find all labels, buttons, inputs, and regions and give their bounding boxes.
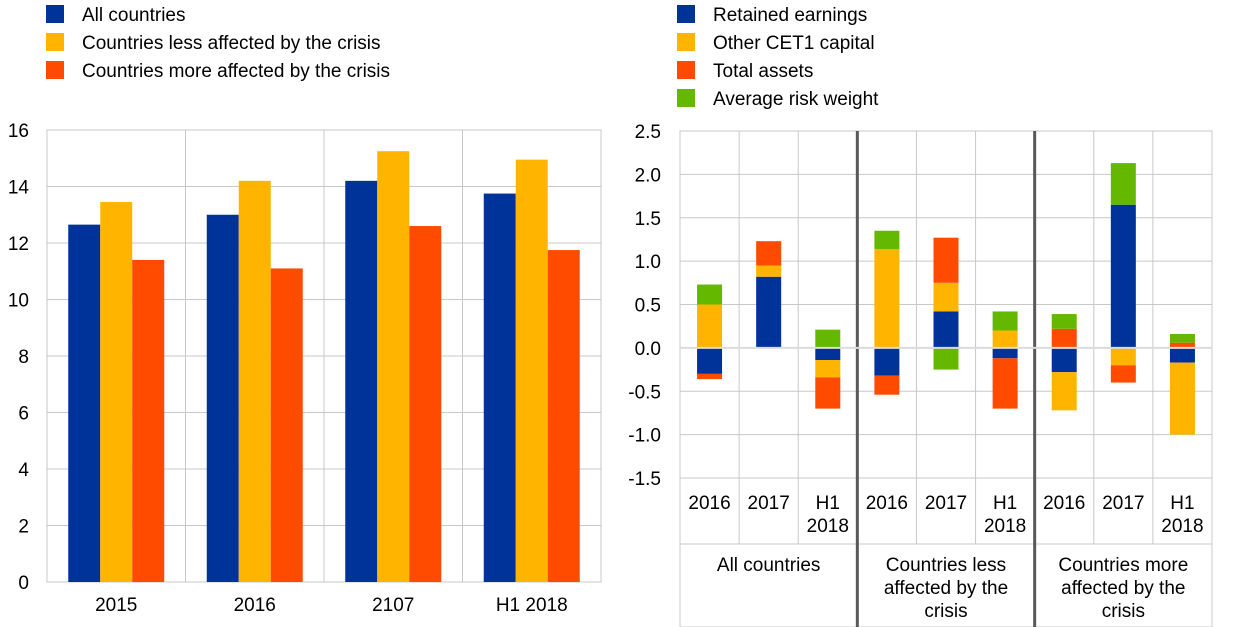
y-tick-label-right: -1.0 xyxy=(628,426,661,447)
legend-label-left-0: All countries xyxy=(82,5,186,26)
bar-left-0-0 xyxy=(68,224,101,582)
bar-right-2-0 xyxy=(697,373,723,380)
bar-left-1-3 xyxy=(515,159,548,582)
y-tick-label-left: 8 xyxy=(18,347,29,368)
bar-right-0-1 xyxy=(756,276,782,348)
legend-label-left-2: Countries more affected by the crisis xyxy=(82,61,390,82)
bar-right-1-7 xyxy=(1110,347,1136,366)
bar-left-2-2 xyxy=(409,226,442,583)
legend-label-right-3: Average risk weight xyxy=(713,89,879,110)
bar-right-0-3 xyxy=(874,347,900,376)
x-tick-label-left: H1 2018 xyxy=(496,595,568,616)
bar-right-1-4 xyxy=(933,282,959,312)
bar-right-2-4 xyxy=(933,237,959,283)
y-tick-label-right: 0.0 xyxy=(635,339,661,360)
bar-right-2-3 xyxy=(874,375,900,395)
legend-label-right-2: Total assets xyxy=(713,61,813,82)
bar-right-1-5 xyxy=(992,330,1018,348)
bar-right-2-1 xyxy=(756,241,782,266)
bar-right-3-4 xyxy=(933,347,959,370)
x-tick-label-left: 2107 xyxy=(372,595,414,616)
x-tick-label-right: 2017 xyxy=(748,493,790,514)
x-tick-label-right: H1 2018 xyxy=(1161,493,1203,537)
bar-right-3-7 xyxy=(1110,163,1136,205)
bar-right-0-2 xyxy=(815,347,841,361)
bar-right-3-5 xyxy=(992,311,1018,331)
legend-swatch-left-2 xyxy=(46,61,64,79)
group-label-right: Countries less affected by the crisis xyxy=(884,555,1008,622)
bar-right-2-8 xyxy=(1169,342,1195,348)
y-tick-label-right: 0.5 xyxy=(635,296,661,317)
right-stacked-bar-chart: Retained earnings Other CET1 capital Total… xyxy=(628,5,1213,627)
plot-frame-right xyxy=(679,130,1213,627)
legend-label-left-1: Countries less affected by the crisis xyxy=(82,33,381,54)
x-tick-label-right: 2016 xyxy=(866,493,908,514)
legend-label-right-1: Other CET1 capital xyxy=(713,33,875,54)
y-tick-label-left: 0 xyxy=(18,573,29,594)
group-label-right: All countries xyxy=(717,555,821,576)
group-label-right: Countries more affected by the crisis xyxy=(1058,555,1188,622)
x-tick-label-right: H1 2018 xyxy=(984,493,1026,537)
bar-left-2-3 xyxy=(547,250,580,582)
bar-left-0-1 xyxy=(206,214,239,582)
y-tick-label-right: 1.0 xyxy=(635,252,661,273)
legend-swatch-right-1 xyxy=(677,33,695,51)
bar-left-0-2 xyxy=(345,180,378,582)
x-tick-label-right: 2017 xyxy=(925,493,967,514)
y-tick-label-right: -0.5 xyxy=(628,382,661,403)
y-tick-label-left: 12 xyxy=(8,234,29,255)
bar-right-0-6 xyxy=(1051,347,1077,373)
x-tick-label-left: 2015 xyxy=(95,595,137,616)
bar-right-2-5 xyxy=(992,358,1018,409)
y-tick-label-right: 1.5 xyxy=(635,209,661,230)
bar-right-2-7 xyxy=(1110,365,1136,383)
x-tick-label-right: 2016 xyxy=(1043,493,1085,514)
bar-left-1-1 xyxy=(238,180,271,582)
bar-left-1-2 xyxy=(377,151,410,582)
bar-right-3-8 xyxy=(1169,333,1195,343)
x-tick-label-left: 2016 xyxy=(234,595,276,616)
y-tick-label-left: 14 xyxy=(8,178,30,199)
bar-right-3-0 xyxy=(697,284,723,305)
bar-left-2-0 xyxy=(132,259,165,582)
legend-swatch-right-0 xyxy=(677,5,695,23)
left-bar-chart: All countries Countries less affected by … xyxy=(8,5,602,616)
bar-right-0-5 xyxy=(992,347,1018,359)
x-tick-label-right: H1 2018 xyxy=(807,493,849,537)
legend-swatch-right-3 xyxy=(677,89,695,107)
bar-right-1-0 xyxy=(697,304,723,348)
y-tick-label-left: 2 xyxy=(18,517,29,538)
bar-right-3-2 xyxy=(815,329,841,348)
bar-left-1-0 xyxy=(100,202,133,582)
bar-right-1-6 xyxy=(1051,372,1077,411)
legend-swatch-right-2 xyxy=(677,61,695,79)
bar-right-3-3 xyxy=(874,230,900,249)
y-tick-label-left: 4 xyxy=(18,460,29,481)
bar-right-3-6 xyxy=(1051,314,1077,329)
bar-right-0-4 xyxy=(933,311,959,348)
bar-left-0-3 xyxy=(483,193,516,582)
bar-right-2-6 xyxy=(1051,328,1077,348)
bar-right-0-7 xyxy=(1110,204,1136,348)
legend-label-right-0: Retained earnings xyxy=(713,5,867,26)
bar-right-1-2 xyxy=(815,360,841,378)
y-tick-label-left: 6 xyxy=(18,404,29,425)
y-tick-label-left: 10 xyxy=(8,291,29,312)
x-tick-label-right: 2016 xyxy=(688,493,730,514)
bar-right-0-0 xyxy=(697,347,723,374)
legend-swatch-left-0 xyxy=(46,5,64,23)
y-tick-label-right: 2.5 xyxy=(635,122,661,143)
y-tick-label-left: 16 xyxy=(8,121,29,142)
bar-right-1-8 xyxy=(1169,362,1195,435)
legend-swatch-left-1 xyxy=(46,33,64,51)
bar-right-1-3 xyxy=(874,248,900,348)
bar-right-2-2 xyxy=(815,377,841,409)
bar-right-0-8 xyxy=(1169,347,1195,363)
x-tick-label-right: 2017 xyxy=(1102,493,1144,514)
bar-left-2-1 xyxy=(270,268,303,582)
y-tick-label-right: 2.0 xyxy=(635,165,661,186)
y-tick-label-right: -1.5 xyxy=(628,469,661,490)
bar-right-1-1 xyxy=(756,265,782,277)
